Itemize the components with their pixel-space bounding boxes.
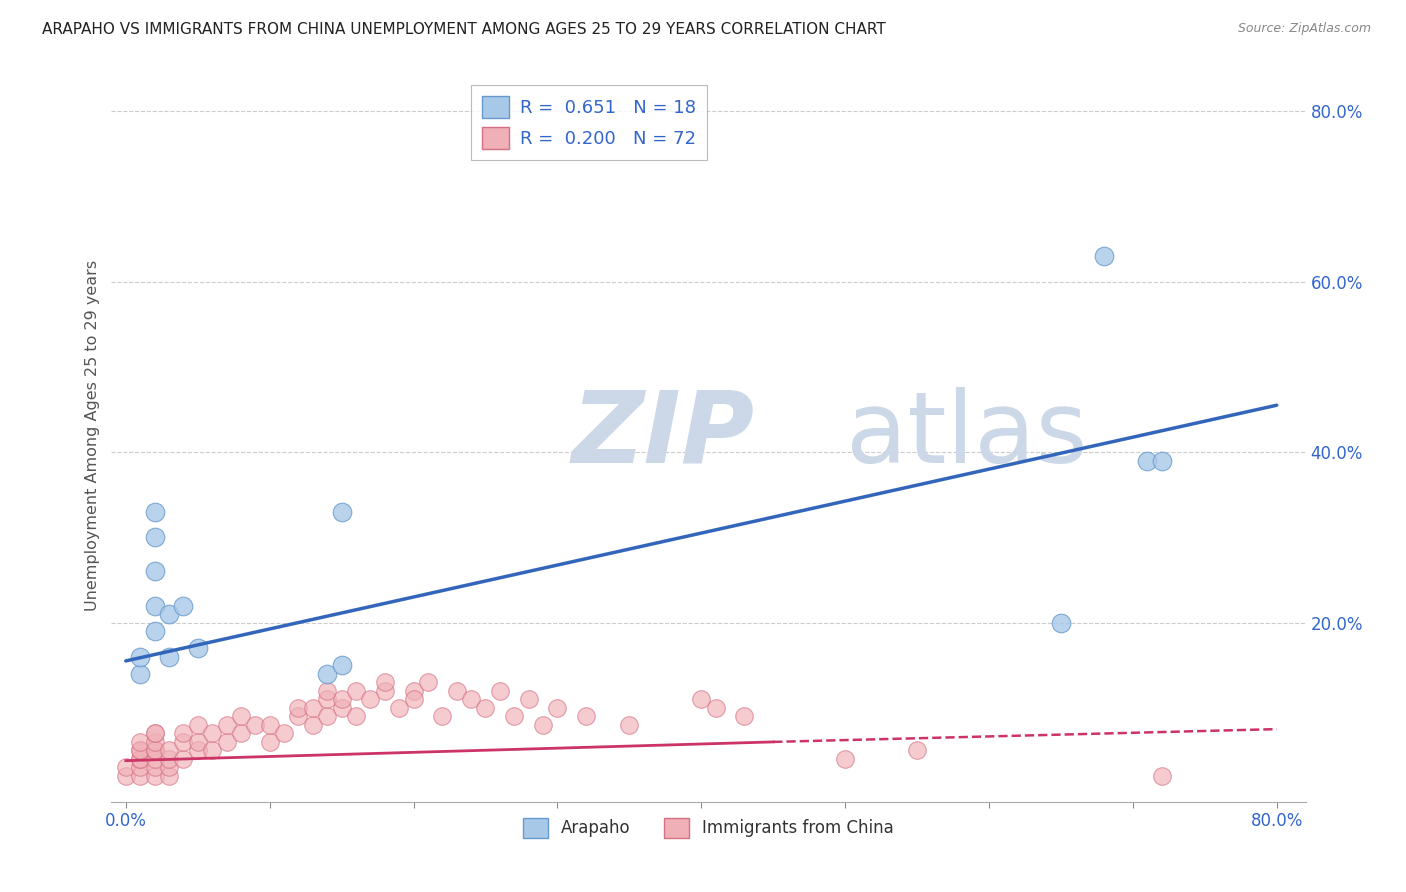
Immigrants from China [316,683,339,698]
Text: Source: ZipAtlas.com: Source: ZipAtlas.com [1237,22,1371,36]
Immigrants from China [330,692,353,706]
Immigrants from China [245,718,267,732]
Immigrants from China [143,726,166,740]
Immigrants from China [690,692,713,706]
Immigrants from China [416,675,439,690]
Arapaho [157,649,180,664]
Immigrants from China [316,709,339,723]
Immigrants from China [834,752,856,766]
Immigrants from China [517,692,540,706]
Immigrants from China [619,718,641,732]
Immigrants from China [546,701,568,715]
Y-axis label: Unemployment Among Ages 25 to 29 years: Unemployment Among Ages 25 to 29 years [86,260,100,611]
Immigrants from China [201,743,224,757]
Immigrants from China [172,735,194,749]
Arapaho [143,624,166,639]
Immigrants from China [359,692,381,706]
Immigrants from China [259,718,281,732]
Immigrants from China [215,735,238,749]
Arapaho [129,666,152,681]
Immigrants from China [531,718,554,732]
Immigrants from China [287,701,309,715]
Immigrants from China [575,709,598,723]
Immigrants from China [316,692,339,706]
Immigrants from China [344,709,367,723]
Immigrants from China [704,701,727,715]
Immigrants from China [172,726,194,740]
Immigrants from China [330,701,353,715]
Immigrants from China [273,726,295,740]
Arapaho [316,666,339,681]
Immigrants from China [114,769,136,783]
Immigrants from China [259,735,281,749]
Immigrants from China [157,769,180,783]
Immigrants from China [201,726,224,740]
Immigrants from China [388,701,411,715]
Arapaho [143,530,166,544]
Immigrants from China [143,743,166,757]
Arapaho [1050,615,1073,630]
Immigrants from China [229,726,252,740]
Immigrants from China [229,709,252,723]
Arapaho [1136,453,1159,467]
Immigrants from China [157,752,180,766]
Immigrants from China [143,726,166,740]
Text: ARAPAHO VS IMMIGRANTS FROM CHINA UNEMPLOYMENT AMONG AGES 25 TO 29 YEARS CORRELAT: ARAPAHO VS IMMIGRANTS FROM CHINA UNEMPLO… [42,22,886,37]
Arapaho [143,599,166,613]
Immigrants from China [129,752,152,766]
Arapaho [129,649,152,664]
Immigrants from China [402,692,425,706]
Immigrants from China [287,709,309,723]
Arapaho [172,599,194,613]
Text: atlas: atlas [846,386,1087,483]
Arapaho [1150,453,1173,467]
Immigrants from China [1150,769,1173,783]
Immigrants from China [489,683,512,698]
Immigrants from China [301,718,323,732]
Immigrants from China [143,760,166,774]
Immigrants from China [143,743,166,757]
Immigrants from China [129,743,152,757]
Immigrants from China [215,718,238,732]
Immigrants from China [157,760,180,774]
Arapaho [330,658,353,673]
Legend: Arapaho, Immigrants from China: Arapaho, Immigrants from China [516,811,901,845]
Immigrants from China [460,692,482,706]
Immigrants from China [129,752,152,766]
Immigrants from China [129,760,152,774]
Immigrants from China [129,735,152,749]
Arapaho [330,505,353,519]
Arapaho [187,641,209,656]
Arapaho [157,607,180,621]
Immigrants from China [905,743,928,757]
Immigrants from China [374,683,396,698]
Immigrants from China [187,718,209,732]
Immigrants from China [129,769,152,783]
Immigrants from China [402,683,425,698]
Immigrants from China [143,735,166,749]
Immigrants from China [432,709,454,723]
Immigrants from China [344,683,367,698]
Immigrants from China [374,675,396,690]
Text: ZIP: ZIP [571,386,754,483]
Immigrants from China [301,701,323,715]
Immigrants from China [129,743,152,757]
Immigrants from China [143,769,166,783]
Immigrants from China [157,743,180,757]
Immigrants from China [503,709,526,723]
Immigrants from China [187,735,209,749]
Immigrants from China [733,709,755,723]
Immigrants from China [143,752,166,766]
Immigrants from China [114,760,136,774]
Arapaho [1092,249,1115,263]
Immigrants from China [187,743,209,757]
Arapaho [143,505,166,519]
Immigrants from China [474,701,496,715]
Arapaho [143,565,166,579]
Immigrants from China [172,752,194,766]
Immigrants from China [446,683,468,698]
